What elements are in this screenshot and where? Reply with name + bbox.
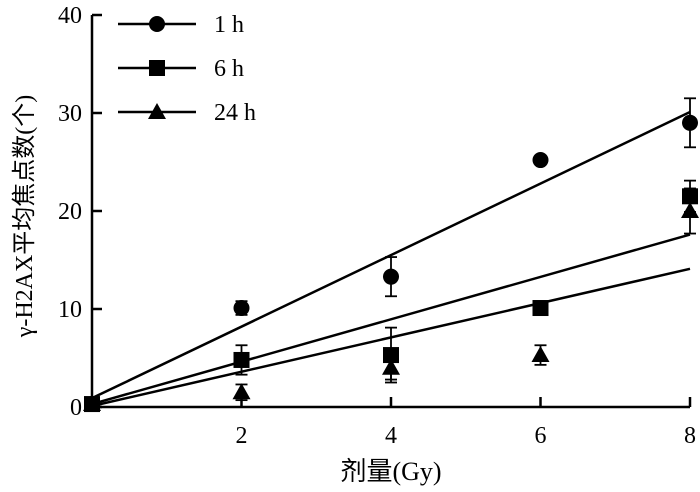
y-tick-label: 30 — [58, 101, 82, 127]
data-point — [383, 347, 399, 364]
x-axis-label: 剂量(Gy) — [340, 457, 441, 486]
trend-line — [91, 267, 691, 408]
y-tick-label: 40 — [58, 3, 82, 29]
data-point — [233, 351, 250, 368]
data-point — [233, 300, 250, 317]
legend-label: 1 h — [214, 12, 244, 38]
series-square — [84, 179, 698, 413]
y-tick-label: 10 — [58, 297, 82, 323]
trend-line — [91, 233, 691, 406]
plot-area — [83, 97, 699, 413]
ticks: 0 10 20 30 40 2 4 6 8 — [58, 3, 696, 449]
data-point — [681, 202, 699, 218]
data-point — [531, 346, 550, 363]
legend-label: 6 h — [214, 56, 244, 82]
data-point — [232, 383, 251, 400]
legend-label: 24 h — [214, 100, 256, 126]
x-tick-label: 8 — [684, 423, 696, 449]
legend-marker — [149, 60, 165, 76]
legend: 1 h 6 h 24 h — [118, 12, 256, 126]
data-point — [383, 268, 399, 285]
x-tick-label: 4 — [385, 423, 397, 449]
y-tick-label: 20 — [58, 199, 82, 225]
legend-marker — [148, 103, 166, 119]
legend-marker — [149, 16, 165, 32]
data-point — [532, 152, 549, 169]
series-triangle — [83, 187, 699, 412]
trend-line — [91, 110, 691, 400]
y-tick-label: 0 — [70, 395, 82, 421]
y-axis-label: γ-H2AX平均焦点数(个) — [11, 95, 38, 339]
data-point — [382, 358, 400, 375]
x-tick-label: 2 — [236, 423, 248, 449]
data-point — [682, 114, 698, 131]
series-circle — [84, 97, 698, 413]
x-tick-label: 6 — [535, 423, 547, 449]
